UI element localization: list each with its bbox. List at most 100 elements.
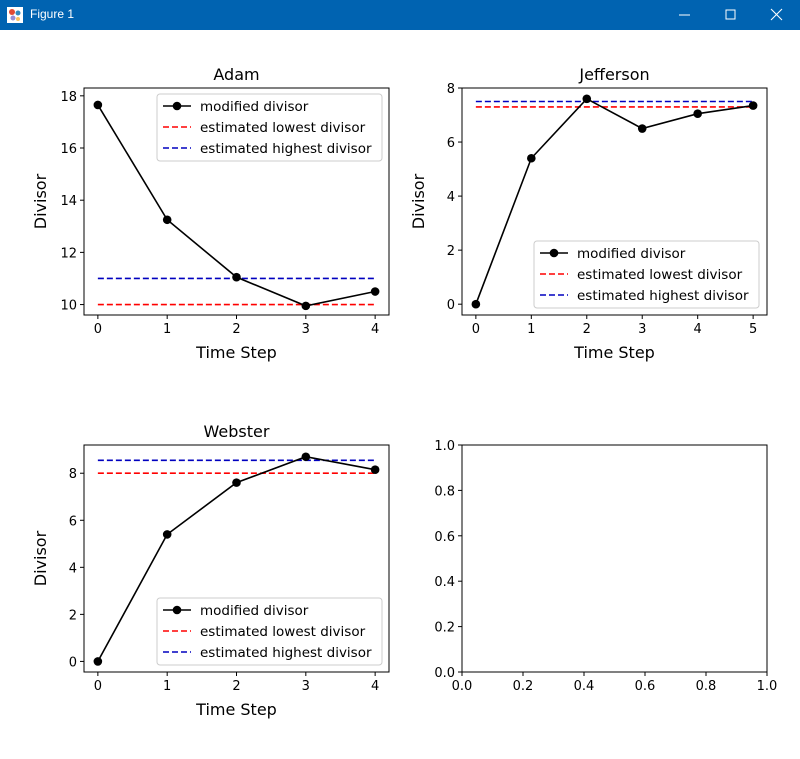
y-axis-label: Divisor xyxy=(31,530,50,586)
data-point xyxy=(370,287,380,296)
data-point xyxy=(637,124,647,133)
series-line-0 xyxy=(475,97,754,305)
x-tick-label: 1.0 xyxy=(757,679,778,694)
x-tick-label: 2 xyxy=(232,322,240,337)
axes-frame xyxy=(461,87,768,316)
data-point xyxy=(162,530,172,539)
data-point xyxy=(232,478,241,487)
y-tick-label: 10 xyxy=(60,299,77,314)
y-tick-label: 0.0 xyxy=(434,666,455,681)
y-tick-label: 16 xyxy=(60,142,77,157)
data-point xyxy=(527,153,536,163)
data-point xyxy=(370,465,380,474)
x-tick-label: 0.4 xyxy=(574,679,595,694)
x-tick-label: 1 xyxy=(163,679,171,694)
x-axis-label: Time Step xyxy=(573,343,655,362)
legend: modified divisor estimated lowest divisor… xyxy=(533,240,760,309)
subplot-4: 0.0 0.2 0.4 0.6 0.8 1.0 0.0 0.2 0.4 0.6 0.8 1.0 xyxy=(434,439,777,694)
axes-frame xyxy=(461,444,768,673)
y-tick-label: 0.6 xyxy=(434,530,455,545)
x-tick-label: 0 xyxy=(94,679,102,694)
y-tick-label: 2 xyxy=(447,244,455,259)
x-tick-label: 1 xyxy=(163,322,171,337)
y-tick-label: 0.4 xyxy=(434,575,455,590)
legend-label: estimated lowest divisor xyxy=(577,267,743,283)
y-axis-label: Divisor xyxy=(31,173,50,229)
minimize-button[interactable] xyxy=(662,0,708,30)
y-tick-label: 0.2 xyxy=(434,621,455,636)
y-tick-label: 12 xyxy=(60,246,77,261)
legend-label: estimated lowest divisor xyxy=(200,120,366,136)
data-point xyxy=(693,109,702,118)
maximize-icon xyxy=(725,9,736,20)
y-tick-label: 0 xyxy=(447,298,455,313)
legend-label: estimated lowest divisor xyxy=(200,624,366,640)
y-tick-label: 1.0 xyxy=(434,439,455,454)
close-icon xyxy=(770,8,783,21)
data-point xyxy=(301,301,311,311)
legend-label: modified divisor xyxy=(200,603,309,619)
legend-label: estimated highest divisor xyxy=(577,288,749,304)
y-tick-label: 4 xyxy=(447,190,455,205)
data-point xyxy=(93,657,103,666)
legend: modified divisor estimated lowest divisor… xyxy=(156,93,383,162)
maximize-button[interactable] xyxy=(708,0,754,30)
x-tick-label: 4 xyxy=(694,322,702,337)
x-tick-label: 3 xyxy=(302,679,310,694)
x-tick-label: 2 xyxy=(583,322,591,337)
legend-marker xyxy=(172,101,182,111)
subplot-2: 0 1 2 3 4 5 0 2 4 6 8 Jefferson Time Step Divisor modi… xyxy=(409,65,768,362)
minimize-icon xyxy=(679,14,690,16)
x-tick-label: 0.8 xyxy=(696,679,717,694)
x-tick-label: 4 xyxy=(371,679,379,694)
legend-label: estimated highest divisor xyxy=(200,141,372,157)
legend: modified divisor estimated lowest divisor… xyxy=(156,597,383,666)
x-tick-label: 0.6 xyxy=(635,679,656,694)
data-point xyxy=(748,101,758,110)
legend-marker xyxy=(172,605,182,615)
data-point xyxy=(232,272,241,282)
matplotlib-app-icon xyxy=(7,7,23,23)
legend-box xyxy=(156,597,383,666)
y-tick-label: 18 xyxy=(60,90,77,105)
legend-label: estimated highest divisor xyxy=(200,645,372,661)
y-tick-label: 2 xyxy=(69,608,77,623)
y-tick-label: 0 xyxy=(69,655,77,670)
legend-marker xyxy=(549,248,559,258)
x-tick-label: 3 xyxy=(638,322,646,337)
data-point xyxy=(301,452,311,462)
y-tick-label: 6 xyxy=(447,136,455,151)
x-tick-label: 0 xyxy=(94,322,102,337)
subplot-3: 0 1 2 3 4 0 2 4 6 8 Webster Time Step Divisor modifie… xyxy=(31,422,390,719)
x-tick-label: 0.0 xyxy=(452,679,473,694)
data-point xyxy=(471,299,481,309)
y-tick-label: 14 xyxy=(60,194,77,209)
data-point xyxy=(162,215,172,225)
legend-label: modified divisor xyxy=(200,99,309,115)
x-tick-label: 1 xyxy=(527,322,535,337)
subplot-title: Webster xyxy=(204,422,270,441)
x-tick-label: 0.2 xyxy=(513,679,534,694)
x-tick-label: 0 xyxy=(472,322,480,337)
y-tick-label: 8 xyxy=(69,467,77,482)
x-tick-label: 3 xyxy=(302,322,310,337)
y-tick-label: 4 xyxy=(69,561,77,576)
subplot-title: Adam xyxy=(213,65,259,84)
x-tick-label: 4 xyxy=(371,322,379,337)
subplot-title: Jefferson xyxy=(578,65,649,84)
close-button[interactable] xyxy=(754,0,800,30)
y-axis-label: Divisor xyxy=(409,173,428,229)
window-title: Figure 1 xyxy=(30,7,75,21)
x-tick-label: 5 xyxy=(749,322,757,337)
window-titlebar: Figure 1 xyxy=(0,0,800,30)
y-tick-label: 0.8 xyxy=(434,484,455,499)
data-point xyxy=(93,100,103,110)
y-tick-label: 8 xyxy=(447,82,455,97)
data-point xyxy=(582,94,592,104)
y-tick-label: 6 xyxy=(69,514,77,529)
x-tick-label: 2 xyxy=(232,679,240,694)
legend-label: modified divisor xyxy=(577,246,686,262)
legend-box xyxy=(156,93,383,162)
